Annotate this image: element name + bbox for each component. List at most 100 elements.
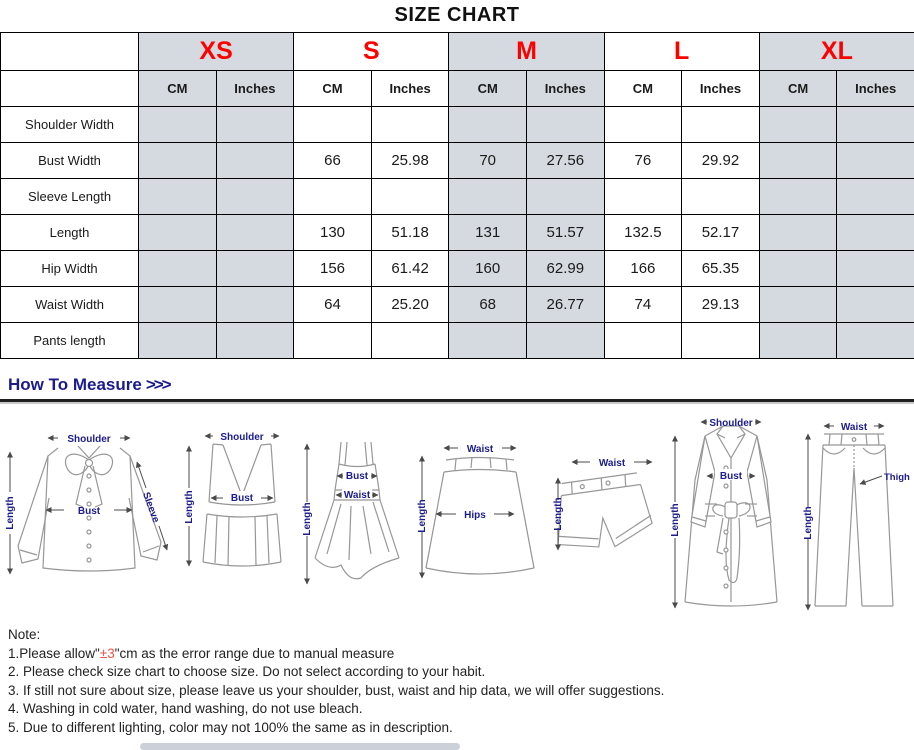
how-to-measure-heading: How To Measure >>> <box>8 375 914 395</box>
size-value-cell <box>448 178 527 215</box>
size-value-cell <box>293 178 372 215</box>
size-value-cell: 64 <box>293 286 372 323</box>
size-value-cell: 74 <box>603 286 683 323</box>
measurement-row-label: Hip Width <box>0 250 139 287</box>
size-table-row: Hip Width 156 61.42 160 62.99 166 65.35 <box>0 250 914 287</box>
size-value-cell <box>138 106 217 143</box>
size-value-cell <box>138 214 217 251</box>
size-value-cell: 70 <box>448 142 527 179</box>
measure-label-length: Length <box>803 506 814 539</box>
measure-label-waist: Waist <box>599 458 626 469</box>
size-value-cell <box>215 214 295 251</box>
size-value-cell <box>603 178 683 215</box>
measure-label-bust: Bust <box>720 471 743 482</box>
size-header-xl: XL <box>758 32 914 71</box>
measurement-row-label: Waist Width <box>0 286 139 323</box>
size-value-cell <box>215 178 295 215</box>
size-value-cell: 156 <box>293 250 372 287</box>
size-table-row: Shoulder Width <box>0 106 914 143</box>
size-value-cell: 29.92 <box>681 142 760 179</box>
size-value-cell <box>836 106 914 143</box>
size-value-cell: 132.5 <box>603 214 683 251</box>
size-value-cell <box>836 178 914 215</box>
measurement-row-label: Length <box>0 214 139 251</box>
diagram-shorts: Waist Length <box>546 452 661 572</box>
horizontal-scrollbar-thumb[interactable] <box>140 743 460 750</box>
blouse-drawing: Shoulder Bust Length Sleeve <box>5 434 169 575</box>
size-value-cell <box>681 322 760 359</box>
diagram-cami-dress: Bust Waist Length <box>301 432 413 599</box>
size-value-cell: 27.56 <box>525 142 605 179</box>
size-value-cell <box>138 286 217 323</box>
corner-cell <box>0 32 139 71</box>
size-value-cell <box>370 322 450 359</box>
size-value-cell: 68 <box>448 286 527 323</box>
how-to-measure-text: How To Measure <box>8 375 142 394</box>
size-value-cell <box>138 142 217 179</box>
size-value-cell <box>758 142 838 179</box>
size-value-cell <box>681 178 760 215</box>
size-value-cell <box>138 250 217 287</box>
measure-label-bust: Bust <box>346 471 369 482</box>
size-value-cell <box>215 286 295 323</box>
diagram-blouse: Shoulder Bust Length Sleeve <box>2 418 177 593</box>
size-value-cell: 26.77 <box>525 286 605 323</box>
size-value-cell <box>215 106 295 143</box>
cami-dress-drawing: Bust Waist Length <box>302 441 400 585</box>
size-value-cell: 76 <box>603 142 683 179</box>
size-value-cell <box>758 286 838 323</box>
size-value-cell <box>370 106 450 143</box>
measure-label-waist: Waist <box>467 444 494 455</box>
measure-label-shoulder: Shoulder <box>709 418 752 429</box>
size-value-cell: 160 <box>448 250 527 287</box>
shorts-drawing: Waist Length <box>553 458 654 551</box>
size-value-cell <box>836 142 914 179</box>
size-value-cell: 62.99 <box>525 250 605 287</box>
size-value-cell <box>836 250 914 287</box>
size-table-row: Pants length <box>0 322 914 359</box>
size-value-cell: 29.13 <box>681 286 760 323</box>
unit-header-cm: CM <box>758 70 838 107</box>
size-header-l: L <box>603 32 760 71</box>
size-value-cell <box>448 322 527 359</box>
unit-header-inches: Inches <box>525 70 605 107</box>
measure-label-bust: Bust <box>78 506 101 517</box>
size-value-cell <box>525 106 605 143</box>
unit-header-cm: CM <box>448 70 527 107</box>
measurement-row-label: Bust Width <box>0 142 139 179</box>
note-line-3: 3. If still not sure about size, please … <box>8 682 665 698</box>
size-value-cell <box>836 286 914 323</box>
measure-label-shoulder: Shoulder <box>220 432 263 443</box>
size-value-cell: 25.20 <box>370 286 450 323</box>
measure-label-hips: Hips <box>465 510 487 521</box>
diagram-skirt: Waist Hips Length <box>414 436 544 593</box>
size-value-cell <box>758 322 838 359</box>
unit-header-inches: Inches <box>370 70 450 107</box>
size-value-cell <box>758 106 838 143</box>
unit-header-cm: CM <box>138 70 217 107</box>
size-value-cell <box>215 142 295 179</box>
size-value-cell: 130 <box>293 214 372 251</box>
unit-header-inches: Inches <box>836 70 914 107</box>
pants-drawing: Waist Thigh Length <box>803 422 910 611</box>
size-value-cell <box>138 322 217 359</box>
unit-header-inches: Inches <box>681 70 760 107</box>
size-value-cell <box>836 322 914 359</box>
chevrons-right-icon: >>> <box>145 375 172 394</box>
size-value-cell <box>138 178 217 215</box>
section-divider <box>0 399 914 404</box>
note-line-5: 5. Due to different lighting, color may … <box>8 719 453 735</box>
note-1-pre: 1.Please allow" <box>8 645 100 661</box>
size-value-cell <box>758 250 838 287</box>
size-value-cell <box>836 214 914 251</box>
size-value-cell <box>681 106 760 143</box>
size-value-cell <box>293 322 372 359</box>
size-value-cell <box>603 106 683 143</box>
measure-label-length: Length <box>5 496 16 529</box>
measurement-row-label: Shoulder Width <box>0 106 139 143</box>
size-value-cell: 166 <box>603 250 683 287</box>
size-value-cell: 131 <box>448 214 527 251</box>
vest-drawing: Shoulder Bust Length <box>184 432 282 567</box>
skirt-drawing: Waist Hips Length <box>417 444 536 579</box>
measure-label-thigh: Thigh <box>884 472 910 483</box>
